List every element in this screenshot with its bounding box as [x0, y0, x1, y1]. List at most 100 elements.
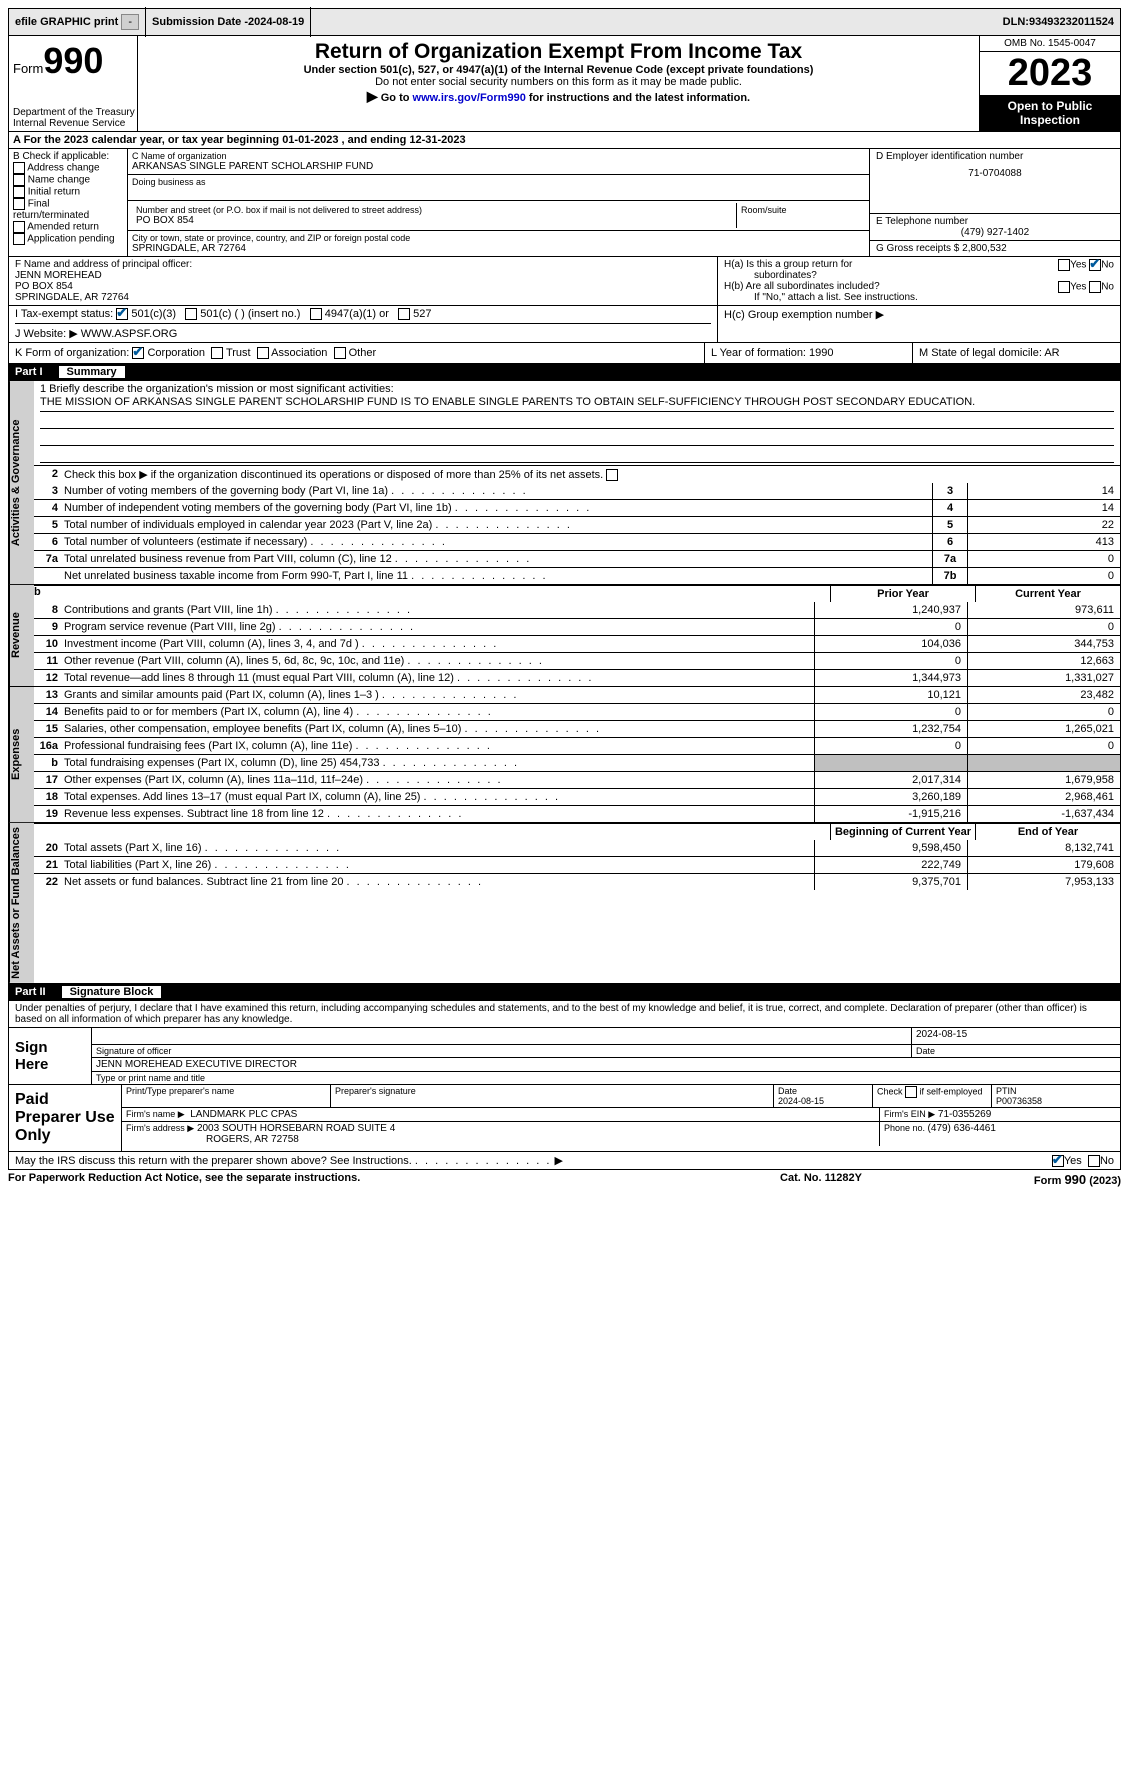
officer-row: F Name and address of principal officer:…: [8, 257, 1121, 306]
officer-city: SPRINGDALE, AR 72764: [15, 292, 129, 303]
box-b: B Check if applicable: Address change Na…: [9, 149, 128, 256]
summary-line: 17Other expenses (Part IX, column (A), l…: [34, 771, 1120, 788]
summary-line: 9Program service revenue (Part VIII, lin…: [34, 618, 1120, 635]
submission-cell: Submission Date - 2024-08-19: [146, 7, 311, 37]
hb-yes-checkbox[interactable]: [1058, 281, 1070, 293]
signature-intro: Under penalties of perjury, I declare th…: [8, 1001, 1121, 1028]
tax-year: 2023: [980, 52, 1120, 95]
summary-line: 6Total number of volunteers (estimate if…: [34, 533, 1120, 550]
phone-label: E Telephone number: [876, 216, 1114, 227]
self-employed-cell: Check if self-employed: [873, 1085, 992, 1107]
city-label: City or town, state or province, country…: [132, 233, 865, 243]
officer-street: PO BOX 854: [15, 281, 73, 292]
line2-text: Check this box ▶ if the organization dis…: [60, 466, 1120, 483]
summary-line: 11Other revenue (Part VIII, column (A), …: [34, 652, 1120, 669]
other-checkbox[interactable]: [334, 347, 346, 359]
revenue-section: Revenue bPrior YearCurrent Year 8Contrib…: [8, 585, 1121, 687]
org-name: ARKANSAS SINGLE PARENT SCHOLARSHIP FUND: [132, 161, 865, 172]
gross-label: G Gross receipts $: [876, 243, 962, 254]
website-value: WWW.ASPSF.ORG: [81, 328, 178, 340]
summary-line: 10Investment income (Part VIII, column (…: [34, 635, 1120, 652]
name-title-label: Type or print name and title: [92, 1072, 1120, 1084]
527-checkbox[interactable]: [398, 308, 410, 320]
prior-year-header: Prior Year: [830, 586, 975, 602]
addr-change-checkbox[interactable]: [13, 162, 25, 174]
self-emp-checkbox[interactable]: [905, 1086, 917, 1098]
501c-checkbox[interactable]: [185, 308, 197, 320]
app-pending-checkbox[interactable]: [13, 233, 25, 245]
street-label: Number and street (or P.O. box if mail i…: [136, 205, 732, 215]
summary-line: 21Total liabilities (Part X, line 26) 22…: [34, 856, 1120, 873]
entity-info-block: B Check if applicable: Address change Na…: [8, 149, 1121, 257]
summary-line: 13Grants and similar amounts paid (Part …: [34, 687, 1120, 703]
summary-line: 20Total assets (Part X, line 16) 9,598,4…: [34, 840, 1120, 856]
state-domicile: AR: [1044, 347, 1059, 359]
final-return-checkbox[interactable]: [13, 198, 25, 210]
ha-yes-checkbox[interactable]: [1058, 259, 1070, 271]
discuss-yes-checkbox[interactable]: [1052, 1155, 1064, 1167]
summary-line: Net unrelated business taxable income fr…: [34, 567, 1120, 584]
summary-line: 19Revenue less expenses. Subtract line 1…: [34, 805, 1120, 822]
ha-no-checkbox[interactable]: [1089, 259, 1101, 271]
paid-preparer-label: Paid Preparer Use Only: [9, 1085, 122, 1151]
form-header: Form990 Department of the TreasuryIntern…: [8, 36, 1121, 132]
hc-label: H(c) Group exemption number ▶: [724, 308, 1114, 321]
officer-name: JENN MOREHEAD: [15, 270, 102, 281]
pra-notice: For Paperwork Reduction Act Notice, see …: [8, 1172, 721, 1187]
open-public-badge: Open to Public Inspection: [980, 95, 1120, 131]
vtab-ag: Activities & Governance: [9, 381, 34, 584]
year-formation: 1990: [809, 347, 833, 359]
4947-checkbox[interactable]: [310, 308, 322, 320]
line2-checkbox[interactable]: [606, 469, 618, 481]
form-title: Return of Organization Exempt From Incom…: [142, 40, 975, 64]
form-footer: Form 990 (2023): [921, 1172, 1121, 1187]
end-year-header: End of Year: [975, 824, 1120, 840]
activities-governance: Activities & Governance 1 Briefly descri…: [8, 381, 1121, 585]
summary-line: 15Salaries, other compensation, employee…: [34, 720, 1120, 737]
sig-date-label: Date: [912, 1045, 1120, 1057]
discuss-no-checkbox[interactable]: [1088, 1155, 1100, 1167]
phone-value: (479) 927-1402: [876, 227, 1114, 238]
section-a-period: A For the 2023 calendar year, or tax yea…: [8, 132, 1121, 149]
form-number: Form990: [13, 40, 133, 82]
mission-text: THE MISSION OF ARKANSAS SINGLE PARENT SC…: [40, 395, 1114, 412]
line1-label: 1 Briefly describe the organization's mi…: [40, 383, 1114, 395]
amended-return-checkbox[interactable]: [13, 221, 25, 233]
org-form-row: K Form of organization: Corporation Trus…: [8, 343, 1121, 364]
officer-name-title: JENN MOREHEAD EXECUTIVE DIRECTOR: [92, 1058, 1120, 1071]
summary-line: 12Total revenue—add lines 8 through 11 (…: [34, 669, 1120, 686]
ein-value: 71-0704088: [876, 162, 1114, 179]
print-button[interactable]: -: [121, 14, 139, 30]
begin-year-header: Beginning of Current Year: [830, 824, 975, 840]
summary-line: 14Benefits paid to or for members (Part …: [34, 703, 1120, 720]
vtab-netassets: Net Assets or Fund Balances: [9, 823, 34, 983]
501c3-checkbox[interactable]: [116, 308, 128, 320]
trust-checkbox[interactable]: [211, 347, 223, 359]
cat-number: Cat. No. 11282Y: [721, 1172, 921, 1187]
summary-line: 3Number of voting members of the governi…: [34, 483, 1120, 499]
name-change-checkbox[interactable]: [13, 174, 25, 186]
omb-number: OMB No. 1545-0047: [980, 36, 1120, 52]
sig-date: 2024-08-15: [912, 1028, 1120, 1044]
firm-phone: (479) 636-4461: [928, 1123, 996, 1134]
city-value: SPRINGDALE, AR 72764: [132, 243, 865, 254]
expenses-section: Expenses 13Grants and similar amounts pa…: [8, 687, 1121, 823]
initial-return-checkbox[interactable]: [13, 186, 25, 198]
page-footer: For Paperwork Reduction Act Notice, see …: [8, 1170, 1121, 1189]
part1-header: Part ISummary: [8, 364, 1121, 381]
summary-line: 4Number of independent voting members of…: [34, 499, 1120, 516]
hb-no-checkbox[interactable]: [1089, 281, 1101, 293]
gross-value: 2,800,532: [962, 243, 1007, 254]
sign-here-block: Sign Here 2024-08-15 Signature of office…: [8, 1028, 1121, 1085]
summary-line: bTotal fundraising expenses (Part IX, co…: [34, 754, 1120, 771]
summary-line: 7aTotal unrelated business revenue from …: [34, 550, 1120, 567]
dept-treasury: Department of the TreasuryInternal Reven…: [13, 107, 135, 129]
firm-addr1: 2003 SOUTH HORSEBARN ROAD SUITE 4: [197, 1123, 395, 1134]
irs-link[interactable]: www.irs.gov/Form990: [413, 92, 526, 104]
corp-checkbox[interactable]: [132, 347, 144, 359]
summary-line: 16aProfessional fundraising fees (Part I…: [34, 737, 1120, 754]
assoc-checkbox[interactable]: [257, 347, 269, 359]
paid-preparer-block: Paid Preparer Use Only Print/Type prepar…: [8, 1085, 1121, 1152]
ein-label: D Employer identification number: [876, 151, 1114, 162]
sign-here-label: Sign Here: [9, 1028, 92, 1084]
